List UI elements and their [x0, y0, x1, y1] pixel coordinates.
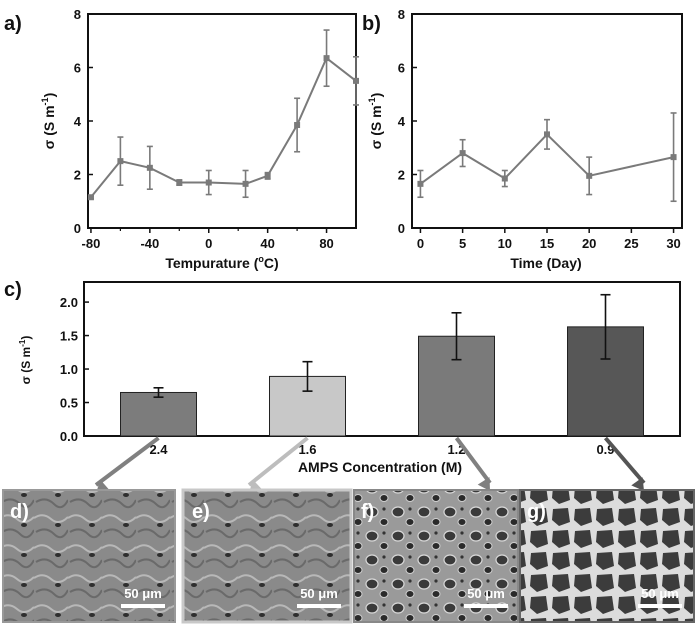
panel-b-data-point: [417, 180, 424, 187]
panel-c-ylabel: σ (S m-1): [18, 336, 33, 385]
panel-b-data-point: [501, 175, 508, 182]
panel-a-data-point: [205, 179, 212, 186]
sem-image-e: e) 50 μm: [181, 488, 353, 624]
connector-arrow-shaft: [454, 436, 492, 485]
panel-c-plot: 0.00.51.01.52.02.4 1.6 1.2 0.9: [60, 293, 644, 457]
panel-b-xtick-label: 30: [666, 236, 680, 251]
connector-arrow-head: [477, 477, 490, 491]
panel-a-ytick-label: 8: [74, 7, 81, 22]
panel-c-ytick-label: 0.0: [60, 429, 78, 444]
panel-a-xtick-label: -80: [82, 236, 101, 251]
scale-bar-label: 50 μm: [300, 586, 338, 601]
panel-a-frame: [87, 13, 357, 229]
scale-bar-label: 50 μm: [124, 586, 162, 601]
panel-b-data-point: [459, 150, 466, 157]
panel-a-data-point: [294, 122, 301, 129]
panel-b-xlabel: Time (Day): [510, 255, 581, 271]
panel-a-xtick-label: -40: [140, 236, 159, 251]
panel-b-data-point: [670, 154, 677, 161]
panel-a-data-point: [242, 180, 249, 187]
panel-c-bar: [120, 391, 197, 437]
panel-b-label: b): [362, 13, 381, 35]
panel-b-xtick-label: 20: [582, 236, 596, 251]
connector-arrow-head: [631, 477, 644, 491]
panel-a-data-point: [176, 179, 183, 186]
panel-a-ytick-label: 4: [74, 114, 82, 129]
panel-a-ytick-label: 6: [74, 61, 81, 76]
panel-c-label: c): [4, 279, 22, 301]
panel-b-plot: 0 2 4 6 8 0 5 10 15 20 25 30: [398, 7, 681, 251]
panel-a-xtick-label: 40: [260, 236, 274, 251]
connector-arrows: [94, 436, 646, 493]
panel-c-ytick-label: 1.0: [60, 362, 78, 377]
panel-a-series-line: [90, 56, 357, 198]
panel-b-xtick-label: 10: [498, 236, 512, 251]
panel-b-data-point: [544, 131, 550, 138]
panel-c-xlabel: AMPS Concentration (M): [298, 459, 462, 475]
sem-image-g: g) 50 μm: [519, 489, 695, 623]
scale-bar-label: 50 μm: [641, 586, 679, 601]
panel-b-xtick-label: 0: [417, 236, 424, 251]
sem-image-g-label: g): [527, 501, 546, 523]
panel-b-data-point: [586, 172, 593, 179]
panel-a-data-point: [353, 77, 359, 84]
sem-image-e-label: e): [192, 501, 210, 523]
panel-a-data-point: [146, 164, 153, 171]
sem-image-f: f) 50 μm: [353, 489, 519, 623]
panel-a-ytick-label: 2: [74, 168, 81, 183]
panel-c-frame: [83, 281, 681, 437]
panel-c-ytick-label: 1.5: [60, 329, 78, 344]
panel-a-xtick-label: 0: [205, 236, 212, 251]
panel-a-xtick-label: 80: [319, 236, 333, 251]
panel-a-ytick-label: 0: [74, 221, 81, 236]
panel-b-ylabel: σ (S m-1): [367, 93, 384, 150]
connector-arrow-shaft: [603, 436, 646, 485]
panel-b-xtick-label: 5: [459, 236, 466, 251]
panel-b-ytick-label: 0: [398, 221, 405, 236]
panel-b-ytick-label: 6: [398, 61, 405, 76]
panel-b-ytick-label: 2: [398, 168, 405, 183]
panel-a-plot: 0 2 4 6 8 -80 -40 0 40 80: [74, 7, 359, 251]
sem-image-f-label: f): [361, 501, 374, 523]
panel-a-data-point: [87, 194, 94, 201]
panel-a-data-point: [117, 158, 124, 165]
sem-image-d: d) 50 μm: [2, 489, 176, 623]
panel-b-series-line: [419, 132, 674, 185]
panel-b-xtick-label: 25: [624, 236, 638, 251]
panel-b-ytick-label: 4: [398, 114, 406, 129]
panel-b-ytick-label: 8: [398, 7, 405, 22]
panel-a-data-point: [323, 55, 330, 62]
panel-c-ytick-label: 0.5: [60, 396, 78, 411]
panel-a-data-point: [264, 172, 271, 179]
panel-c-category-label: 1.6: [298, 442, 316, 457]
sem-image-d-label: d): [10, 501, 29, 523]
panel-a-label: a): [4, 13, 22, 35]
panel-a-xlabel: Tempurature (oC): [165, 254, 278, 271]
scale-bar-label: 50 μm: [467, 586, 505, 601]
connector-arrow-shaft: [247, 436, 309, 487]
panel-c-category-label: 2.4: [149, 442, 168, 457]
connector-arrow-shaft: [94, 436, 160, 487]
panel-c-ytick-label: 2.0: [60, 295, 78, 310]
panel-b-xtick-label: 15: [540, 236, 554, 251]
panel-a-ylabel: σ (S m-1): [40, 93, 57, 150]
